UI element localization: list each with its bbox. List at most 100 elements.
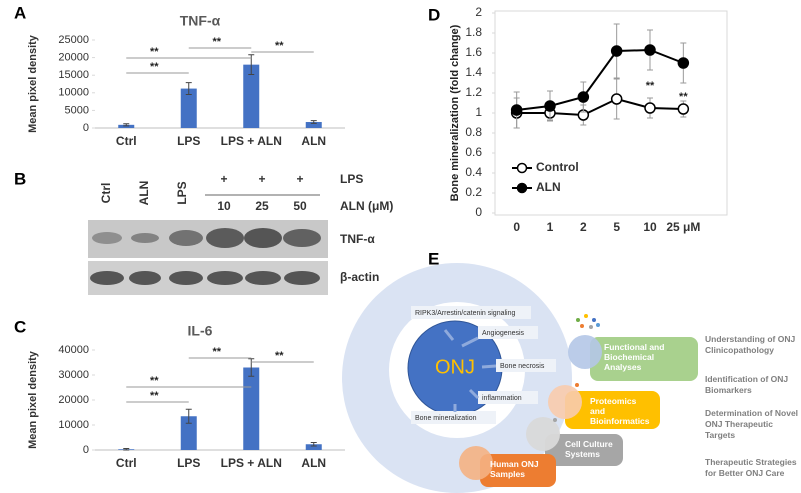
lps-mark: + — [220, 172, 227, 186]
label: Therapeutic Strategies for Better ONJ Car… — [705, 457, 797, 478]
error-bar — [123, 448, 130, 451]
marker — [677, 103, 690, 115]
label-line: Proteomics — [590, 396, 637, 406]
lane-label: LPS — [175, 181, 189, 204]
label-line: Human ONJ — [490, 459, 539, 469]
marker — [644, 102, 656, 114]
x-tick-label: ALN — [301, 134, 326, 148]
factor-box — [411, 306, 531, 319]
label-line: Bioinformatics — [590, 416, 650, 426]
bubble — [548, 385, 582, 419]
label-line: Targets — [705, 430, 735, 440]
significance-label: ** — [150, 46, 159, 58]
y-tick-label: 5000 — [65, 104, 89, 116]
panel-letter: A — [14, 3, 26, 22]
band-label: β-actin — [340, 270, 379, 284]
factor-box — [411, 411, 496, 424]
y-tick-label: 0 — [475, 205, 482, 219]
factor-label: Angiogenesis — [482, 330, 525, 337]
label-line: Samples — [490, 469, 525, 479]
label: Understanding of ONJ Clinicopathology — [705, 334, 795, 355]
label: Human ONJ Samples — [490, 459, 539, 479]
bar — [243, 64, 260, 128]
label-line: Biomarkers — [705, 385, 752, 395]
factor-arrow — [443, 329, 455, 341]
label-line: Cell Culture — [565, 439, 613, 449]
box-human — [480, 454, 556, 487]
label-line: for Better ONJ Care — [705, 468, 785, 478]
x-tick-label: 10 — [643, 220, 657, 234]
line — [516, 48, 684, 111]
significance-label: ** — [212, 346, 221, 358]
label-line: Clinicopathology — [705, 345, 774, 355]
label-line: Determination of Novel — [705, 408, 798, 418]
lane-label: Ctrl — [99, 183, 113, 204]
x-tick-label: Ctrl — [116, 134, 137, 148]
onj-label: ONJ — [435, 356, 475, 378]
factor-box — [478, 326, 538, 339]
significance-label: ** — [679, 91, 688, 103]
x-tick-label: 1 — [547, 220, 554, 234]
marker — [610, 45, 623, 57]
label-line: and — [590, 406, 605, 416]
factor-arrow — [468, 388, 480, 400]
y-tick-label: 1 — [475, 105, 482, 119]
label-line: Analyses — [604, 362, 642, 372]
bubble — [459, 446, 493, 480]
box-functional — [590, 337, 698, 381]
factor-label: RIPK3/Arrestin/catenin signaling — [415, 310, 515, 317]
y-label: Mean pixel density — [27, 350, 39, 449]
y-tick-label: 0.8 — [465, 125, 482, 139]
dots — [553, 314, 600, 422]
label-line: Identification of ONJ — [705, 374, 788, 384]
label: Functional and Biochemical Analyses — [604, 342, 664, 372]
chart-title: IL-6 — [188, 323, 213, 339]
marker — [610, 93, 623, 105]
aln-dose: 25 — [255, 199, 269, 213]
label: Identification of ONJ Biomarkers — [705, 374, 788, 395]
x-tick-label: ALN — [301, 456, 326, 470]
factor-label: inflammation — [482, 395, 522, 402]
y-tick-label: 2 — [475, 5, 482, 19]
marker — [544, 100, 556, 112]
factor-box — [496, 359, 556, 372]
marker — [644, 44, 656, 56]
y-tick-label: 30000 — [58, 369, 89, 381]
panel-letter: D — [428, 5, 440, 24]
lps-label: LPS — [340, 172, 363, 186]
significance-label: ** — [150, 390, 159, 402]
x-tick-label: LPS + ALN — [221, 134, 282, 148]
x-tick-label: LPS — [177, 134, 200, 148]
aln-label: ALN (μM) — [340, 199, 393, 213]
significance-label: ** — [212, 36, 221, 48]
y-tick-label: 0.2 — [465, 185, 482, 199]
bar — [305, 122, 322, 128]
error-bar — [185, 408, 192, 424]
y-tick-label: 40000 — [58, 344, 89, 356]
y-tick-label: 0.4 — [465, 165, 482, 179]
y-tick-label: 1.2 — [465, 85, 482, 99]
marker — [577, 91, 590, 103]
panel-letter: E — [428, 249, 439, 268]
factor-label: Bone necrosis — [500, 363, 545, 370]
band-label: TNF-α — [340, 232, 375, 246]
label: Proteomics and Bioinformatics — [590, 396, 650, 426]
legend-marker — [516, 162, 528, 174]
y-tick-label: 10000 — [58, 87, 89, 99]
y-label: Bone mineralization (fold change) — [449, 24, 461, 201]
bar — [180, 416, 197, 450]
x-tick-label: 2 — [580, 220, 587, 234]
bar — [305, 444, 322, 450]
marker — [510, 104, 523, 116]
x-tick-label: 25 μM — [666, 220, 700, 234]
y-tick-label: 15000 — [58, 69, 89, 81]
lane-label: ALN — [137, 181, 151, 206]
aln-dose: 10 — [217, 199, 231, 213]
x-tick-label: 0 — [513, 220, 520, 234]
significance-label: ** — [275, 350, 284, 362]
x-tick-label: LPS — [177, 456, 200, 470]
y-tick-label: 0.6 — [465, 145, 482, 159]
factor-label: Bone mineralization — [415, 415, 477, 422]
label: Cell Culture Systems — [565, 439, 613, 459]
bar — [118, 124, 135, 128]
